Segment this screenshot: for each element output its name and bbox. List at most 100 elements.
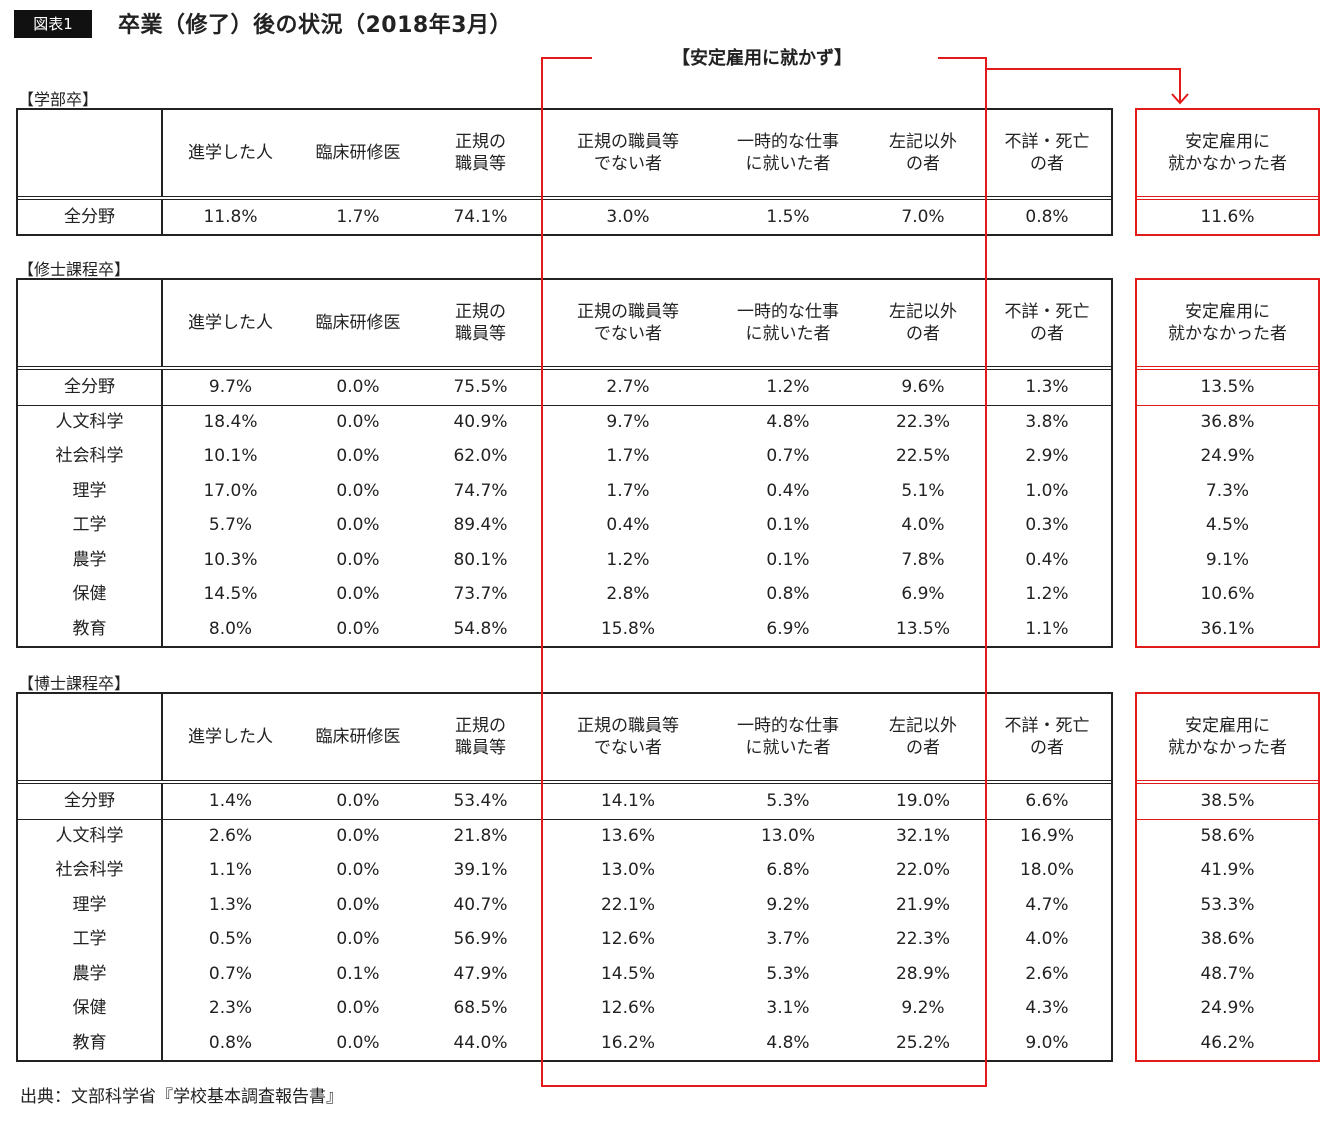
table-cell: 6.9% [766,618,810,639]
table-cell: 15.8% [600,618,655,639]
column-header: 正規の 職員等 [455,716,506,758]
header-double-rule [18,366,1111,370]
figure-label: 図表1 [14,10,92,38]
table-cell: 0.5% [208,929,253,950]
table-cell: 0.0% [336,480,380,501]
table-cell: 12.6% [600,929,655,950]
table-row: 社会科学 1.1% 0.0% 39.1% 13.0% 6.8% 22.0% 18.0% [18,853,1111,888]
column-header: 不詳・死亡 の者 [1004,716,1090,758]
table-cell: 13.0% [600,860,655,881]
source-note: 出典：文部科学省『学校基本調査報告書』 [20,1087,343,1107]
highlight-cell: 7.3% [1205,480,1250,501]
table-cell: 4.0% [901,515,945,536]
table-cell: 0.4% [606,515,650,536]
table-cell: 89.4% [453,515,508,536]
row-label: 社会科学 [18,853,163,888]
table-cell: 53.4% [453,791,508,812]
table-cell: 0.1% [766,549,810,570]
table-row: 理学 1.3% 0.0% 40.7% 22.1% 9.2% 21.9% 4.7% [18,887,1111,922]
table-row: 全分野 11.8% 1.7% 74.1% 3.0% 1.5% 7.0% 0.8% [18,200,1111,234]
table-cell: 0.0% [336,515,380,536]
table-cell: 0.8% [1025,207,1069,227]
table-header-row: 進学した人 臨床研修医 正規の 職員等 正規の職員等 でない者 一時的な仕事 に就いた者… [18,110,1111,196]
table-cell: 0.3% [1025,515,1069,536]
undergrad-highlight-table: 安定雇用に 就かなかった者 11.6% [1135,108,1320,236]
table-cell: 5.7% [208,515,253,536]
table-row: 工学 5.7% 0.0% 89.4% 0.4% 0.1% 4.0% 0.3% [18,508,1111,543]
row-label: 農学 [18,542,163,577]
highlight-cell: 11.6% [1200,207,1255,227]
table-cell: 1.5% [766,207,810,227]
highlight-row: 48.7% [1137,957,1318,992]
header-double-rule [1137,780,1318,784]
table-cell: 40.9% [453,411,508,432]
highlight-cell: 41.9% [1200,860,1255,881]
table-cell: 22.1% [600,894,655,915]
table-cell: 7.8% [901,549,945,570]
table-cell: 74.7% [453,480,508,501]
table-cell: 0.0% [336,411,380,432]
row-separator [1137,818,1318,820]
table-cell: 11.8% [203,207,258,227]
column-header: 左記以外 の者 [889,132,957,174]
table-cell: 0.0% [336,791,380,812]
table-cell: 5.3% [766,791,810,812]
highlight-row: 13.5% [1137,370,1318,405]
row-separator [1137,404,1318,406]
table-cell: 4.8% [766,1032,810,1053]
column-header: 不詳・死亡 の者 [1004,132,1090,174]
figure-title: 卒業（修了）後の状況（2018年3月） [118,13,513,38]
table-cell: 0.0% [336,860,380,881]
table-cell: 13.6% [600,825,655,846]
table-cell: 0.0% [336,998,380,1019]
highlight-row: 36.1% [1137,612,1318,647]
highlight-header-row: 安定雇用に 就かなかった者 [1137,280,1318,366]
table-cell: 0.0% [336,929,380,950]
section-label-doctoral: 【博士課程卒】 [18,674,131,693]
table-cell: 4.3% [1025,998,1069,1019]
table-cell: 6.6% [1025,791,1069,812]
table-row: 保健 14.5% 0.0% 73.7% 2.8% 0.8% 6.9% 1.2% [18,577,1111,612]
table-cell: 9.7% [208,377,253,398]
column-header: 左記以外 の者 [889,302,957,344]
table-cell: 10.1% [203,446,258,467]
table-cell: 9.2% [766,894,810,915]
table-cell: 0.4% [766,480,810,501]
table-cell: 0.4% [1025,549,1069,570]
table-cell: 10.3% [203,549,258,570]
column-header: 正規の職員等 でない者 [577,302,679,344]
row-label: 全分野 [18,784,163,819]
row-label: 理学 [18,473,163,508]
highlight-cell: 4.5% [1205,515,1250,536]
table-row: 農学 10.3% 0.0% 80.1% 1.2% 0.1% 7.8% 0.4% [18,542,1111,577]
column-header: 正規の職員等 でない者 [577,132,679,174]
column-header-highlight: 安定雇用に 就かなかった者 [1168,716,1287,758]
table-cell: 54.8% [453,618,508,639]
highlight-cell: 10.6% [1200,584,1255,605]
highlight-row: 38.5% [1137,784,1318,819]
row-label: 工学 [18,922,163,957]
table-cell: 9.6% [901,377,945,398]
highlight-cell: 46.2% [1200,1032,1255,1053]
table-cell: 6.9% [901,584,945,605]
table-cell: 32.1% [895,825,950,846]
row-label: 全分野 [18,370,163,405]
highlight-cell: 38.5% [1200,791,1255,812]
highlight-row: 38.6% [1137,922,1318,957]
column-header: 進学した人 [188,143,273,163]
column-header: 左記以外 の者 [889,716,957,758]
column-header: 不詳・死亡 の者 [1004,302,1090,344]
row-label: 工学 [18,508,163,543]
table-cell: 9.0% [1025,1032,1069,1053]
highlight-row: 58.6% [1137,819,1318,854]
row-separator [18,404,1111,406]
highlight-cell: 58.6% [1200,825,1255,846]
table-cell: 0.1% [766,515,810,536]
table-cell: 1.3% [1025,377,1069,398]
header-double-rule [18,196,1111,200]
table-cell: 28.9% [895,963,950,984]
row-label: 全分野 [18,200,163,234]
column-header: 正規の 職員等 [455,302,506,344]
highlight-cell: 38.6% [1200,929,1255,950]
